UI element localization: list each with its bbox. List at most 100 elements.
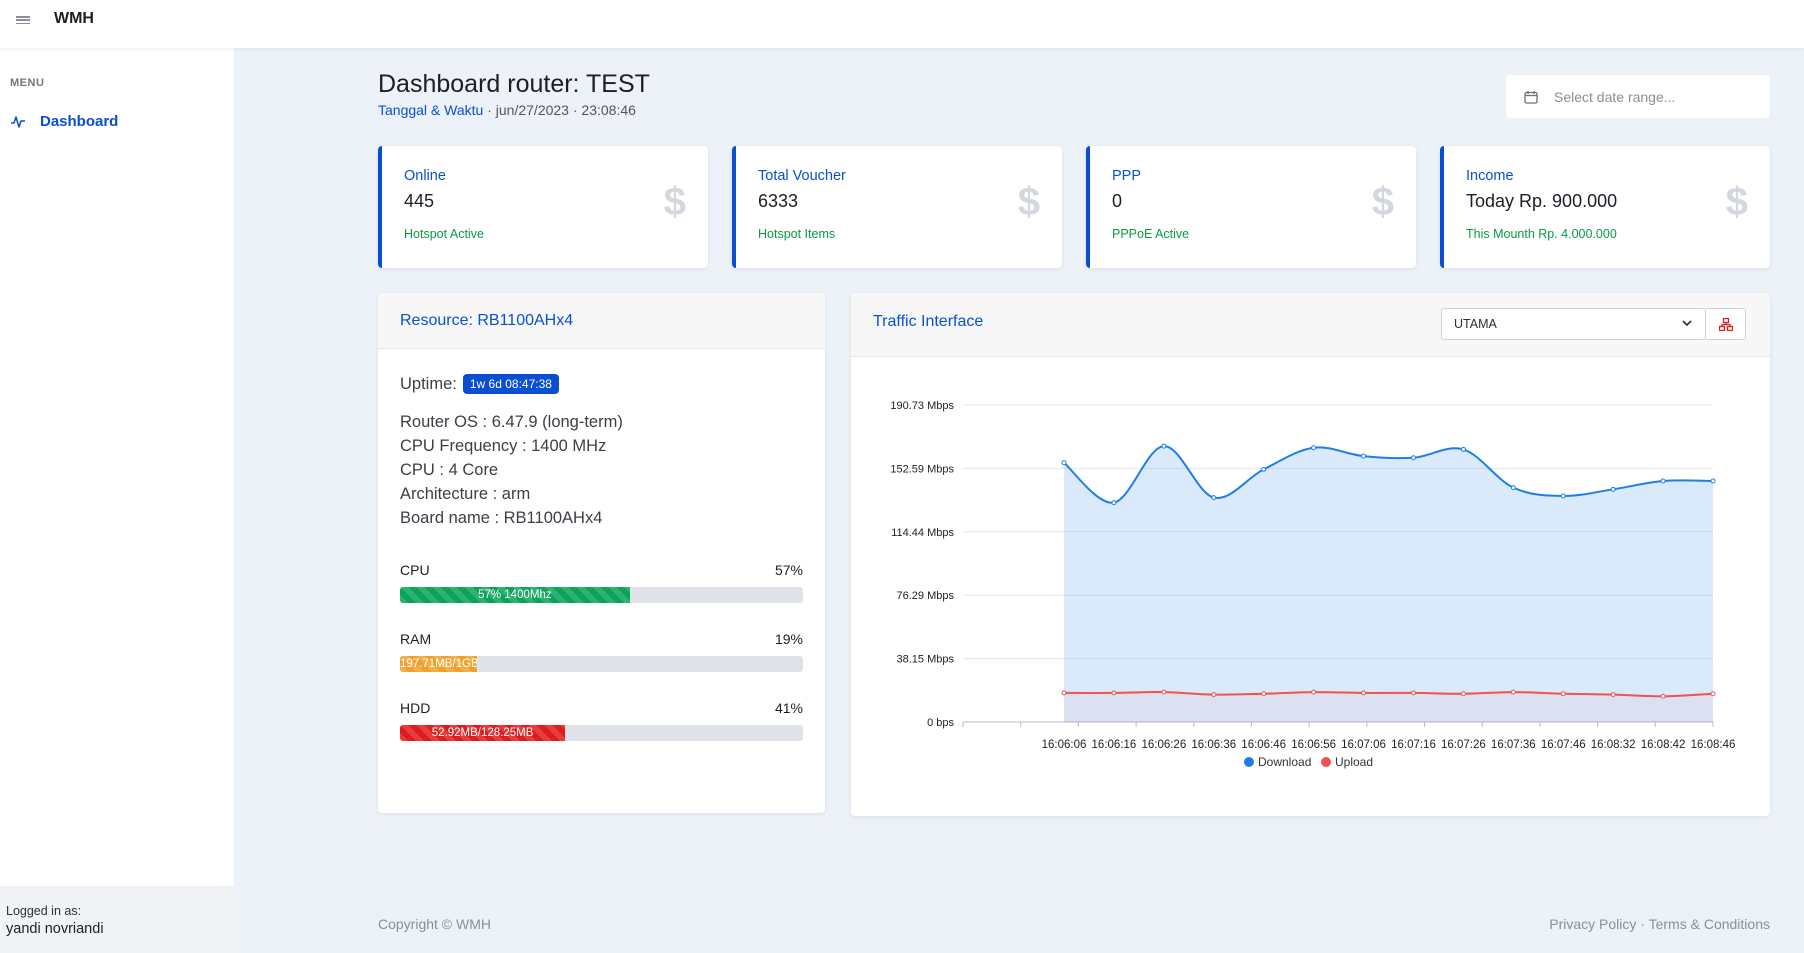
stat-value: Today Rp. 900.000 bbox=[1466, 191, 1618, 211]
data-point bbox=[1560, 493, 1566, 499]
footer-copyright: Copyright © WMH bbox=[378, 916, 491, 932]
x-tick-label: 16:06:46 bbox=[1241, 739, 1286, 751]
x-tick-label: 16:06:06 bbox=[1042, 739, 1087, 751]
terms-link[interactable]: Terms & Conditions bbox=[1648, 916, 1770, 932]
separator: · bbox=[483, 102, 496, 118]
x-tick-label: 16:06:16 bbox=[1092, 739, 1137, 751]
data-point bbox=[1560, 691, 1566, 697]
data-point bbox=[1610, 692, 1616, 698]
x-tick-label: 16:07:26 bbox=[1441, 739, 1486, 751]
date-range-picker[interactable]: Select date range... bbox=[1506, 75, 1770, 118]
resource-title: Resource: RB1100AHx4 bbox=[378, 293, 825, 349]
y-tick-label: 114.44 Mbps bbox=[891, 527, 954, 539]
data-point bbox=[1261, 691, 1267, 697]
bar-label: RAM bbox=[400, 631, 432, 647]
resource-card: Resource: RB1100AHx4 Uptime: 1w 6d 08:47… bbox=[378, 293, 825, 813]
data-point bbox=[1460, 446, 1466, 452]
data-point bbox=[1211, 495, 1217, 501]
data-point bbox=[1311, 445, 1317, 451]
data-point bbox=[1061, 690, 1067, 696]
traffic-chart: 0 bps 38.15 Mbps 76.29 Mbps 114.44 Mbps 152.… bbox=[890, 400, 1736, 769]
series-line bbox=[1063, 691, 1714, 698]
stat-note: Hotspot Items bbox=[758, 227, 836, 241]
stat-note: This Mounth Rp. 4.000.000 bbox=[1466, 227, 1617, 241]
x-tick-label: 16:08:32 bbox=[1591, 739, 1636, 751]
uptime-badge: 1w 6d 08:47:38 bbox=[462, 374, 559, 394]
dollar-icon: $ bbox=[1017, 180, 1040, 224]
calendar-icon bbox=[1524, 90, 1538, 104]
data-point bbox=[1510, 485, 1516, 491]
ram-progress-fill: 197.71MB/1GB bbox=[400, 656, 477, 672]
data-point bbox=[1111, 690, 1117, 696]
network-icon bbox=[1718, 317, 1733, 331]
x-tick-label: 16:08:46 bbox=[1691, 739, 1736, 751]
dollar-icon: $ bbox=[1371, 180, 1394, 224]
date-range-placeholder: Select date range... bbox=[1554, 88, 1676, 105]
x-tick-label: 16:08:42 bbox=[1641, 739, 1686, 751]
data-point bbox=[1261, 466, 1267, 472]
data-point bbox=[1710, 478, 1716, 484]
x-tick-label: 16:07:36 bbox=[1491, 739, 1536, 751]
interface-selected: UTAMA bbox=[1454, 317, 1497, 331]
dollar-icon: $ bbox=[663, 180, 686, 224]
stat-title: Online bbox=[404, 168, 446, 184]
bar-percent: 57% bbox=[774, 562, 803, 578]
chevron-down-icon bbox=[1682, 320, 1692, 327]
hdd-usage-block: HDD 41% 52.92MB/128.25MB bbox=[400, 700, 803, 741]
data-point bbox=[1410, 690, 1416, 696]
spec-item: CPU Frequency : 1400 MHz bbox=[400, 437, 607, 455]
x-tick-label: 16:07:46 bbox=[1541, 739, 1586, 751]
spec-item: Board name : RB1100AHx4 bbox=[400, 509, 603, 527]
data-point bbox=[1710, 691, 1716, 697]
y-tick-label: 76.29 Mbps bbox=[897, 590, 955, 602]
page-title: Dashboard router: TEST bbox=[378, 70, 650, 98]
y-tick-label: 152.59 Mbps bbox=[890, 463, 954, 475]
interface-select[interactable]: UTAMA bbox=[1441, 308, 1706, 340]
data-point bbox=[1061, 460, 1067, 466]
privacy-policy-link[interactable]: Privacy Policy bbox=[1549, 916, 1637, 932]
x-tick-label: 16:06:36 bbox=[1191, 739, 1236, 751]
network-button[interactable] bbox=[1706, 308, 1746, 340]
y-tick-label: 38.15 Mbps bbox=[897, 654, 955, 666]
sidebar-menu-label: MENU bbox=[10, 77, 45, 89]
stat-title: Income bbox=[1466, 168, 1514, 184]
data-point bbox=[1361, 453, 1367, 459]
data-point bbox=[1460, 691, 1466, 697]
stat-card-ppp: PPP 0 PPPoE Active $ bbox=[1086, 146, 1416, 268]
logged-in-panel: Logged in as: yandi novriandi bbox=[0, 886, 234, 953]
separator: · bbox=[568, 102, 582, 118]
legend-label: Download bbox=[1258, 755, 1311, 769]
separator: · bbox=[1636, 916, 1649, 932]
progress-track: 52.92MB/128.25MB bbox=[400, 725, 803, 741]
datetime-label: Tanggal & Waktu bbox=[378, 102, 484, 118]
stat-note: Hotspot Active bbox=[404, 227, 484, 241]
x-tick-label: 16:06:56 bbox=[1291, 739, 1336, 751]
series-area bbox=[1064, 692, 1713, 722]
current-date: jun/27/2023 bbox=[495, 102, 569, 118]
stat-title: Total Voucher bbox=[758, 168, 846, 184]
data-point bbox=[1660, 478, 1666, 484]
sidebar-item-label: Dashboard bbox=[40, 113, 119, 130]
data-point bbox=[1361, 690, 1367, 696]
data-point bbox=[1410, 455, 1416, 461]
dollar-icon: $ bbox=[1725, 180, 1748, 224]
bar-percent: 19% bbox=[774, 631, 803, 647]
progress-track: 197.71MB/1GB bbox=[400, 656, 803, 672]
x-tick-label: 16:07:06 bbox=[1341, 739, 1386, 751]
series-area bbox=[1064, 446, 1713, 722]
data-point bbox=[1610, 486, 1616, 492]
hamburger-menu-icon[interactable] bbox=[16, 14, 30, 26]
ram-usage-block: RAM 19% 197.71MB/1GB bbox=[400, 631, 803, 672]
stat-title: PPP bbox=[1112, 168, 1142, 184]
footer-links: Privacy Policy · Terms & Conditions bbox=[1549, 916, 1770, 932]
progress-track: 57% 1400Mhz bbox=[400, 587, 803, 603]
sidebar-item-dashboard[interactable]: Dashboard bbox=[10, 113, 118, 130]
x-tick-label: 16:06:26 bbox=[1141, 739, 1186, 751]
brand-name[interactable]: WMH bbox=[54, 10, 94, 27]
data-point bbox=[1510, 689, 1516, 695]
stat-value: 6333 bbox=[758, 191, 799, 211]
sidebar: MENU Dashboard Logged in as: yandi novri… bbox=[0, 48, 234, 953]
uptime-label: Uptime: bbox=[400, 374, 457, 393]
spec-item: Architecture : arm bbox=[400, 485, 531, 503]
spec-list: Router OS : 6.47.9 (long-term) CPU Frequ… bbox=[400, 410, 803, 530]
